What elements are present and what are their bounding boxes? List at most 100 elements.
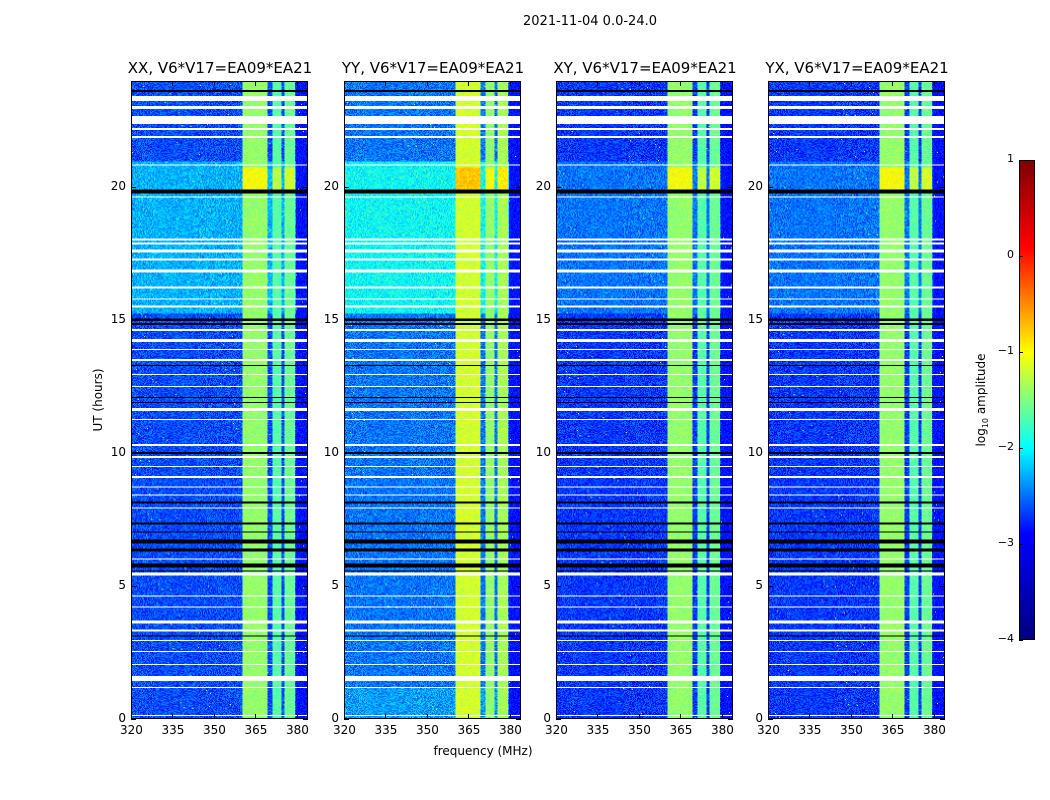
y-tick [768, 586, 773, 588]
x-tick [556, 714, 557, 719]
y-tick [940, 586, 945, 588]
x-tick [892, 714, 894, 719]
y-tick-label: 15 [110, 312, 126, 327]
colorbar-tick [1019, 352, 1023, 353]
y-tick [556, 320, 561, 322]
x-tick [680, 714, 682, 719]
x-tick-label: 380 [710, 723, 734, 737]
x-tick-label: 350 [415, 723, 439, 737]
y-tick-label: 10 [323, 445, 339, 460]
y-tick-label: 0 [331, 711, 339, 725]
x-tick-label: 380 [285, 723, 309, 737]
panel-title-yx: YX, V6*V17=EA09*EA21 [765, 59, 949, 77]
y-tick-label: 20 [535, 179, 551, 194]
x-tick [255, 81, 257, 86]
colorbar-tick [1019, 256, 1023, 257]
x-tick [850, 81, 852, 86]
x-tick [809, 714, 811, 719]
y-tick [768, 453, 773, 455]
heatmap-xy [557, 82, 732, 718]
x-tick [509, 714, 511, 719]
colorbar-tick [1019, 448, 1023, 449]
y-tick-label: 0 [118, 711, 126, 725]
y-tick [131, 453, 136, 455]
x-tick-label: 320 [545, 723, 568, 737]
x-tick-label: 350 [202, 723, 226, 737]
x-tick [933, 714, 935, 719]
y-tick [303, 719, 308, 720]
y-tick [131, 320, 136, 322]
x-axis-label: frequency (MHz) [433, 744, 533, 758]
y-tick [556, 453, 561, 455]
y-tick-label: 10 [535, 445, 551, 460]
y-tick [344, 320, 349, 322]
panel-xy [556, 81, 733, 719]
panel-title-xy: XY, V6*V17=EA09*EA21 [553, 59, 737, 77]
panel-yx [768, 81, 945, 719]
colorbar-tick-label: −4 [997, 632, 1014, 645]
y-tick [303, 187, 308, 189]
colorbar-tick [1019, 160, 1023, 161]
y-tick-label: 5 [118, 578, 126, 593]
y-tick [516, 586, 521, 588]
x-tick [468, 714, 470, 719]
x-tick [385, 714, 387, 719]
panel-title-xx: XX, V6*V17=EA09*EA21 [127, 59, 313, 77]
x-tick-label: 365 [669, 723, 693, 737]
x-tick [809, 81, 811, 86]
heatmap-yy [345, 82, 520, 718]
y-tick [728, 453, 733, 455]
x-tick [213, 714, 215, 719]
x-tick-label: 365 [881, 723, 905, 737]
y-tick [556, 586, 561, 588]
y-tick [728, 187, 733, 189]
panel-xx [131, 81, 308, 719]
y-tick [131, 187, 136, 189]
x-tick [597, 81, 599, 86]
x-tick-label: 320 [120, 723, 143, 737]
y-tick-label: 0 [755, 711, 763, 725]
colorbar-tick-label: −3 [997, 536, 1014, 549]
y-tick [344, 586, 349, 588]
y-tick [940, 187, 945, 189]
x-tick [172, 714, 174, 719]
x-tick [638, 81, 640, 86]
x-tick [131, 714, 132, 719]
x-tick-label: 365 [244, 723, 268, 737]
y-tick-label: 10 [747, 445, 763, 460]
y-tick [940, 320, 945, 322]
y-tick [516, 453, 521, 455]
y-tick-label: 15 [747, 312, 763, 327]
x-tick [556, 81, 557, 86]
y-tick [556, 719, 561, 720]
y-tick [940, 453, 945, 455]
y-tick-label: 5 [331, 578, 339, 593]
x-tick [296, 714, 298, 719]
y-tick [516, 320, 521, 322]
panel-title-yy: YY, V6*V17=EA09*EA21 [341, 59, 525, 77]
y-tick-label: 0 [543, 711, 551, 725]
y-tick [940, 719, 945, 720]
y-tick [516, 719, 521, 720]
y-tick-label: 20 [323, 179, 339, 194]
x-tick-label: 335 [374, 723, 398, 737]
y-tick-label: 20 [747, 179, 763, 194]
x-tick-label: 380 [922, 723, 946, 737]
y-tick [344, 187, 349, 189]
x-tick-label: 320 [333, 723, 356, 737]
y-tick [516, 187, 521, 189]
y-tick-label: 5 [543, 578, 551, 593]
x-tick [721, 81, 723, 86]
colorbar-tick-label: −1 [997, 344, 1014, 357]
x-tick [509, 81, 511, 86]
y-tick [344, 719, 349, 720]
colorbar [1019, 160, 1035, 640]
x-tick [933, 81, 935, 86]
y-tick [131, 719, 136, 720]
colorbar-tick-label: −2 [997, 440, 1014, 453]
x-tick-label: 380 [498, 723, 522, 737]
y-tick [728, 586, 733, 588]
x-tick [721, 714, 723, 719]
x-tick [680, 81, 682, 86]
